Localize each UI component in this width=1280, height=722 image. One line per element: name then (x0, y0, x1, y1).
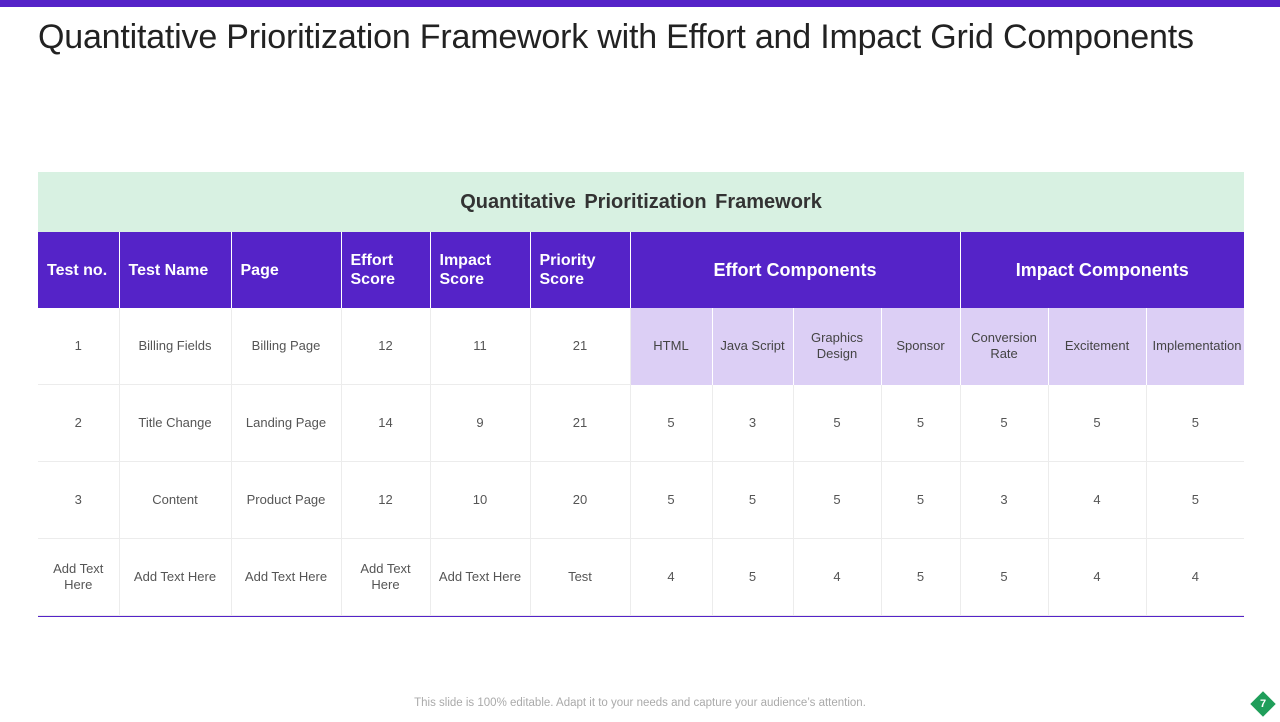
table-cell: 3 (38, 461, 120, 539)
table-cell: 4 (1048, 538, 1147, 616)
table-cell: 5 (793, 461, 882, 539)
page-number-badge: 7 (1250, 691, 1276, 717)
table-cell: Product Page (231, 461, 342, 539)
footer-note: This slide is 100% editable. Adapt it to… (414, 697, 866, 709)
table-cell: 4 (1146, 538, 1245, 616)
table-cell: Add Text Here (430, 538, 531, 616)
table-cell: 5 (1146, 384, 1245, 462)
table-cell: 5 (1146, 461, 1245, 539)
table-cell: Add Text Here (119, 538, 232, 616)
table-row: 1 Billing Fields Billing Page 12 11 21 H… (38, 308, 1245, 385)
table-cell: 21 (530, 308, 631, 385)
table-cell: Add Text Here (38, 538, 120, 616)
table-cell: 10 (430, 461, 531, 539)
header-impact-components: Impact Components (960, 232, 1245, 308)
table-cell: Test (530, 538, 631, 616)
table-cell: 5 (881, 461, 961, 539)
table-cell: 5 (881, 538, 961, 616)
table-cell: Add Text Here (341, 538, 431, 616)
prioritization-table: Test no. Test Name Page Effort Score Imp… (38, 232, 1245, 616)
table-cell: 5 (793, 384, 882, 462)
header-test-name: Test Name (119, 232, 232, 308)
subheader-html: HTML (630, 308, 713, 385)
slide-title: Quantitative Prioritization Framework wi… (38, 18, 1194, 56)
table-row: Add Text Here Add Text Here Add Text Her… (38, 538, 1245, 616)
subheader-sponsor: Sponsor (881, 308, 961, 385)
table-cell: 12 (341, 461, 431, 539)
table-cell: 3 (712, 384, 794, 462)
table-cell: 5 (712, 538, 794, 616)
table-cell: Billing Fields (119, 308, 232, 385)
table-cell: 5 (1048, 384, 1147, 462)
table-cell: 4 (793, 538, 882, 616)
table-cell: 5 (881, 384, 961, 462)
table-cell: 4 (1048, 461, 1147, 539)
table-cell: 12 (341, 308, 431, 385)
header-effort-score: Effort Score (341, 232, 431, 308)
table-cell: Content (119, 461, 232, 539)
table-cell: 11 (430, 308, 531, 385)
header-impact-score: Impact Score (430, 232, 531, 308)
table-cell: 5 (960, 384, 1049, 462)
header-test-no: Test no. (38, 232, 120, 308)
prioritization-framework: Quantitative Prioritization Framework Te… (38, 172, 1245, 617)
table-cell: 5 (630, 461, 713, 539)
table-cell: 9 (430, 384, 531, 462)
table-cell: 3 (960, 461, 1049, 539)
table-cell: 2 (38, 384, 120, 462)
table-cell: 5 (712, 461, 794, 539)
subheader-implementation: Implementation (1146, 308, 1245, 385)
framework-title: Quantitative Prioritization Framework (38, 172, 1244, 232)
table-cell: 1 (38, 308, 120, 385)
table-cell: 21 (530, 384, 631, 462)
header-effort-components: Effort Components (630, 232, 961, 308)
page-number: 7 (1259, 698, 1267, 710)
table-cell: Title Change (119, 384, 232, 462)
table-cell: 20 (530, 461, 631, 539)
table-cell: 5 (960, 538, 1049, 616)
table-row: 2 Title Change Landing Page 14 9 21 5 3 … (38, 384, 1245, 462)
table-cell: 5 (630, 384, 713, 462)
subheader-conversion-rate: Conversion Rate (960, 308, 1049, 385)
subheader-java-script: Java Script (712, 308, 794, 385)
table-cell: Landing Page (231, 384, 342, 462)
header-row: Test no. Test Name Page Effort Score Imp… (38, 232, 1245, 308)
table-cell: 14 (341, 384, 431, 462)
subheader-graphics-design: Graphics Design (793, 308, 882, 385)
table-cell: Billing Page (231, 308, 342, 385)
table-cell: 4 (630, 538, 713, 616)
header-priority-score: Priority Score (530, 232, 631, 308)
table-cell: Add Text Here (231, 538, 342, 616)
header-page: Page (231, 232, 342, 308)
subheader-excitement: Excitement (1048, 308, 1147, 385)
table-row: 3 Content Product Page 12 10 20 5 5 5 5 … (38, 461, 1245, 539)
top-accent-bar (0, 0, 1280, 7)
